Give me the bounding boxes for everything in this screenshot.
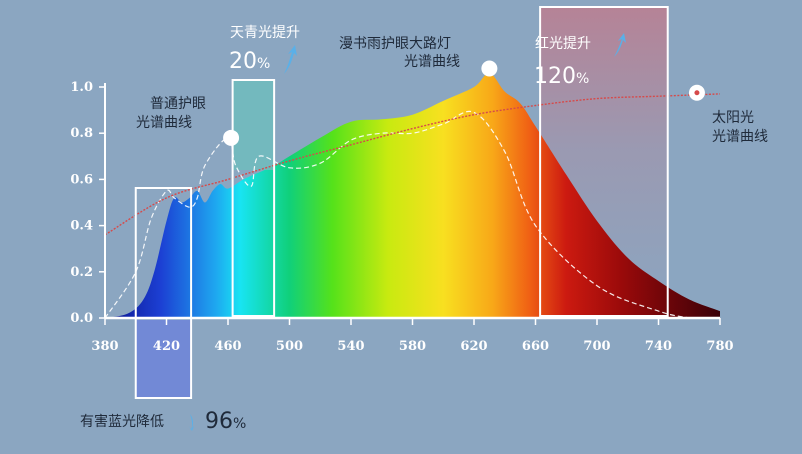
y-tick-label: 0.8	[70, 126, 93, 141]
x-tick-label: 660	[522, 339, 549, 354]
cyan-boost-value: 20%	[229, 49, 270, 74]
sun-curve-label-1: 太阳光	[712, 110, 754, 126]
x-tick-label: 540	[337, 339, 364, 354]
red-boost-label: 红光提升	[535, 36, 591, 52]
x-tick-label: 780	[706, 339, 733, 354]
red-boost-arrow-icon	[614, 33, 626, 57]
x-tick-label: 500	[276, 339, 303, 354]
x-tick-label: 460	[214, 339, 241, 354]
cyan-boost-label: 天青光提升	[230, 25, 300, 41]
lamp-curve-label-2: 光谱曲线	[404, 54, 460, 70]
sun-marker-dot	[694, 90, 700, 96]
lamp-peak-marker	[481, 60, 498, 77]
cyan-band-fill	[232, 80, 275, 170]
normal-curve-marker	[223, 129, 240, 146]
x-tick-label: 740	[645, 339, 672, 354]
y-tick-label: 0.4	[70, 219, 93, 234]
lamp-spectrum-area	[105, 73, 720, 318]
blue-reduce-value: 96%	[205, 409, 246, 434]
normal-curve-label-2: 光谱曲线	[136, 115, 192, 131]
normal-spectrum-curve	[104, 110, 690, 319]
x-tick-label: 580	[399, 339, 426, 354]
normal-curve-label-1: 普通护眼	[150, 96, 206, 112]
sun-curve-label-2: 光谱曲线	[712, 129, 768, 145]
x-axis-ticks: 380 420 460 500 540 580 620 660 700 740 780	[91, 318, 734, 354]
x-tick-label: 700	[583, 339, 610, 354]
y-tick-label: 0.2	[70, 265, 93, 280]
y-axis-ticks: 0.0 0.2 0.4 0.6 0.8 1.0	[70, 80, 105, 326]
blue-reduce-arrow-icon	[189, 414, 194, 431]
y-tick-label: 1.0	[70, 80, 93, 95]
x-tick-label: 380	[91, 339, 118, 354]
blue-band-box	[134, 187, 193, 399]
y-tick-label: 0.0	[70, 311, 93, 326]
red-boost-value: 120%	[534, 64, 589, 89]
x-tick-label: 420	[153, 339, 180, 354]
cyan-band-box	[231, 79, 276, 317]
red-band-box	[539, 6, 669, 317]
y-tick-label: 0.6	[70, 172, 93, 187]
blue-band-fill	[135, 320, 192, 398]
sun-spectrum-curve	[104, 93, 721, 236]
cyan-boost-arrow-icon	[284, 45, 297, 74]
blue-reduce-label: 有害蓝光降低	[80, 414, 164, 430]
lamp-curve-label-1: 漫书雨护眼大路灯	[339, 36, 451, 52]
x-tick-label: 620	[460, 339, 487, 354]
